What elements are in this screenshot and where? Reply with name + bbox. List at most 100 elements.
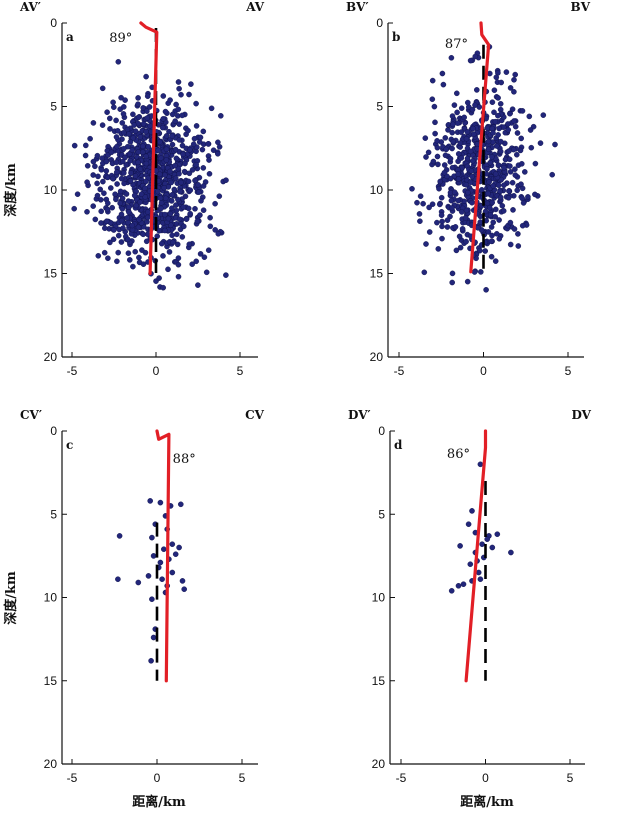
data-point <box>139 143 146 149</box>
data-point <box>158 155 164 161</box>
data-point <box>460 581 467 588</box>
profile-end-label: DV <box>571 408 591 422</box>
data-point <box>434 153 441 160</box>
data-point <box>496 125 502 132</box>
x-axis-label-right: 距离/km <box>460 794 514 810</box>
data-point <box>161 211 168 218</box>
data-point <box>500 208 507 214</box>
data-point <box>455 151 462 157</box>
data-point <box>102 225 108 231</box>
data-point <box>145 143 152 150</box>
data-point <box>416 211 423 217</box>
fault-trace-line <box>139 21 159 276</box>
data-point <box>436 201 443 208</box>
data-point <box>434 219 440 226</box>
data-point <box>490 183 497 189</box>
data-point <box>449 113 456 119</box>
data-point <box>83 142 89 149</box>
data-point <box>426 229 433 235</box>
x-tick-label: -5 <box>394 364 405 378</box>
data-point <box>195 282 201 288</box>
data-point <box>158 205 164 212</box>
data-point <box>98 208 104 215</box>
data-point <box>115 576 121 583</box>
data-point <box>169 541 176 548</box>
data-point <box>174 241 181 248</box>
data-point <box>485 190 491 197</box>
data-point <box>515 231 521 237</box>
data-point <box>123 191 130 197</box>
data-point <box>507 241 514 248</box>
data-point <box>101 249 108 256</box>
data-point <box>114 181 120 187</box>
data-point <box>179 112 185 119</box>
data-points <box>115 498 187 664</box>
data-point <box>463 238 469 245</box>
data-point <box>430 158 437 165</box>
data-point <box>193 161 199 168</box>
data-point <box>453 247 460 254</box>
data-point <box>514 187 521 194</box>
data-point <box>449 205 455 211</box>
data-point <box>492 171 499 177</box>
data-point <box>462 215 469 221</box>
data-point <box>452 224 459 230</box>
data-point <box>161 227 168 234</box>
data-point <box>166 168 173 175</box>
data-point <box>199 146 206 153</box>
data-point <box>507 219 514 226</box>
data-point <box>90 120 97 126</box>
data-point <box>499 202 506 209</box>
data-point <box>449 270 456 277</box>
data-point <box>71 205 77 212</box>
data-point <box>169 141 176 148</box>
data-point <box>512 71 519 78</box>
profile-start-label: AV′ <box>19 0 41 14</box>
data-point <box>518 135 525 142</box>
data-point <box>180 204 187 210</box>
data-point <box>519 195 526 202</box>
data-point <box>155 188 161 195</box>
data-point <box>156 227 162 234</box>
data-point <box>477 576 484 583</box>
data-point <box>469 106 476 113</box>
data-point <box>187 210 193 217</box>
data-point <box>143 73 149 80</box>
data-point <box>552 141 558 148</box>
data-point <box>486 179 492 185</box>
data-point <box>132 128 139 134</box>
data-point <box>165 266 171 273</box>
data-point <box>137 199 143 205</box>
data-point <box>186 91 192 98</box>
data-point <box>463 207 470 214</box>
data-point <box>138 191 145 197</box>
data-point <box>167 97 173 103</box>
data-point <box>104 206 111 213</box>
data-point <box>207 214 213 221</box>
data-point <box>133 202 140 209</box>
data-point <box>456 233 463 240</box>
data-point <box>160 93 167 99</box>
data-point <box>497 138 504 145</box>
data-point <box>464 155 471 162</box>
data-point <box>200 183 207 189</box>
dip-angle-label: 87° <box>445 37 468 52</box>
data-point <box>121 104 127 110</box>
data-point <box>434 144 441 151</box>
y-tick-label: 5 <box>50 507 57 521</box>
data-point <box>147 123 153 129</box>
data-point <box>484 125 491 131</box>
data-point <box>132 173 139 179</box>
data-point <box>497 101 504 107</box>
data-point <box>156 275 162 281</box>
data-point <box>84 208 90 215</box>
data-point <box>90 158 97 165</box>
panel-a: 0 5 10 15 20 -5 0 5 AV′ AV a 89° <box>19 0 265 378</box>
data-point <box>132 248 138 255</box>
profile-end-label: CV <box>245 408 265 422</box>
data-point <box>442 152 449 159</box>
data-point <box>450 138 457 145</box>
data-point <box>469 199 475 206</box>
data-point <box>478 186 485 193</box>
